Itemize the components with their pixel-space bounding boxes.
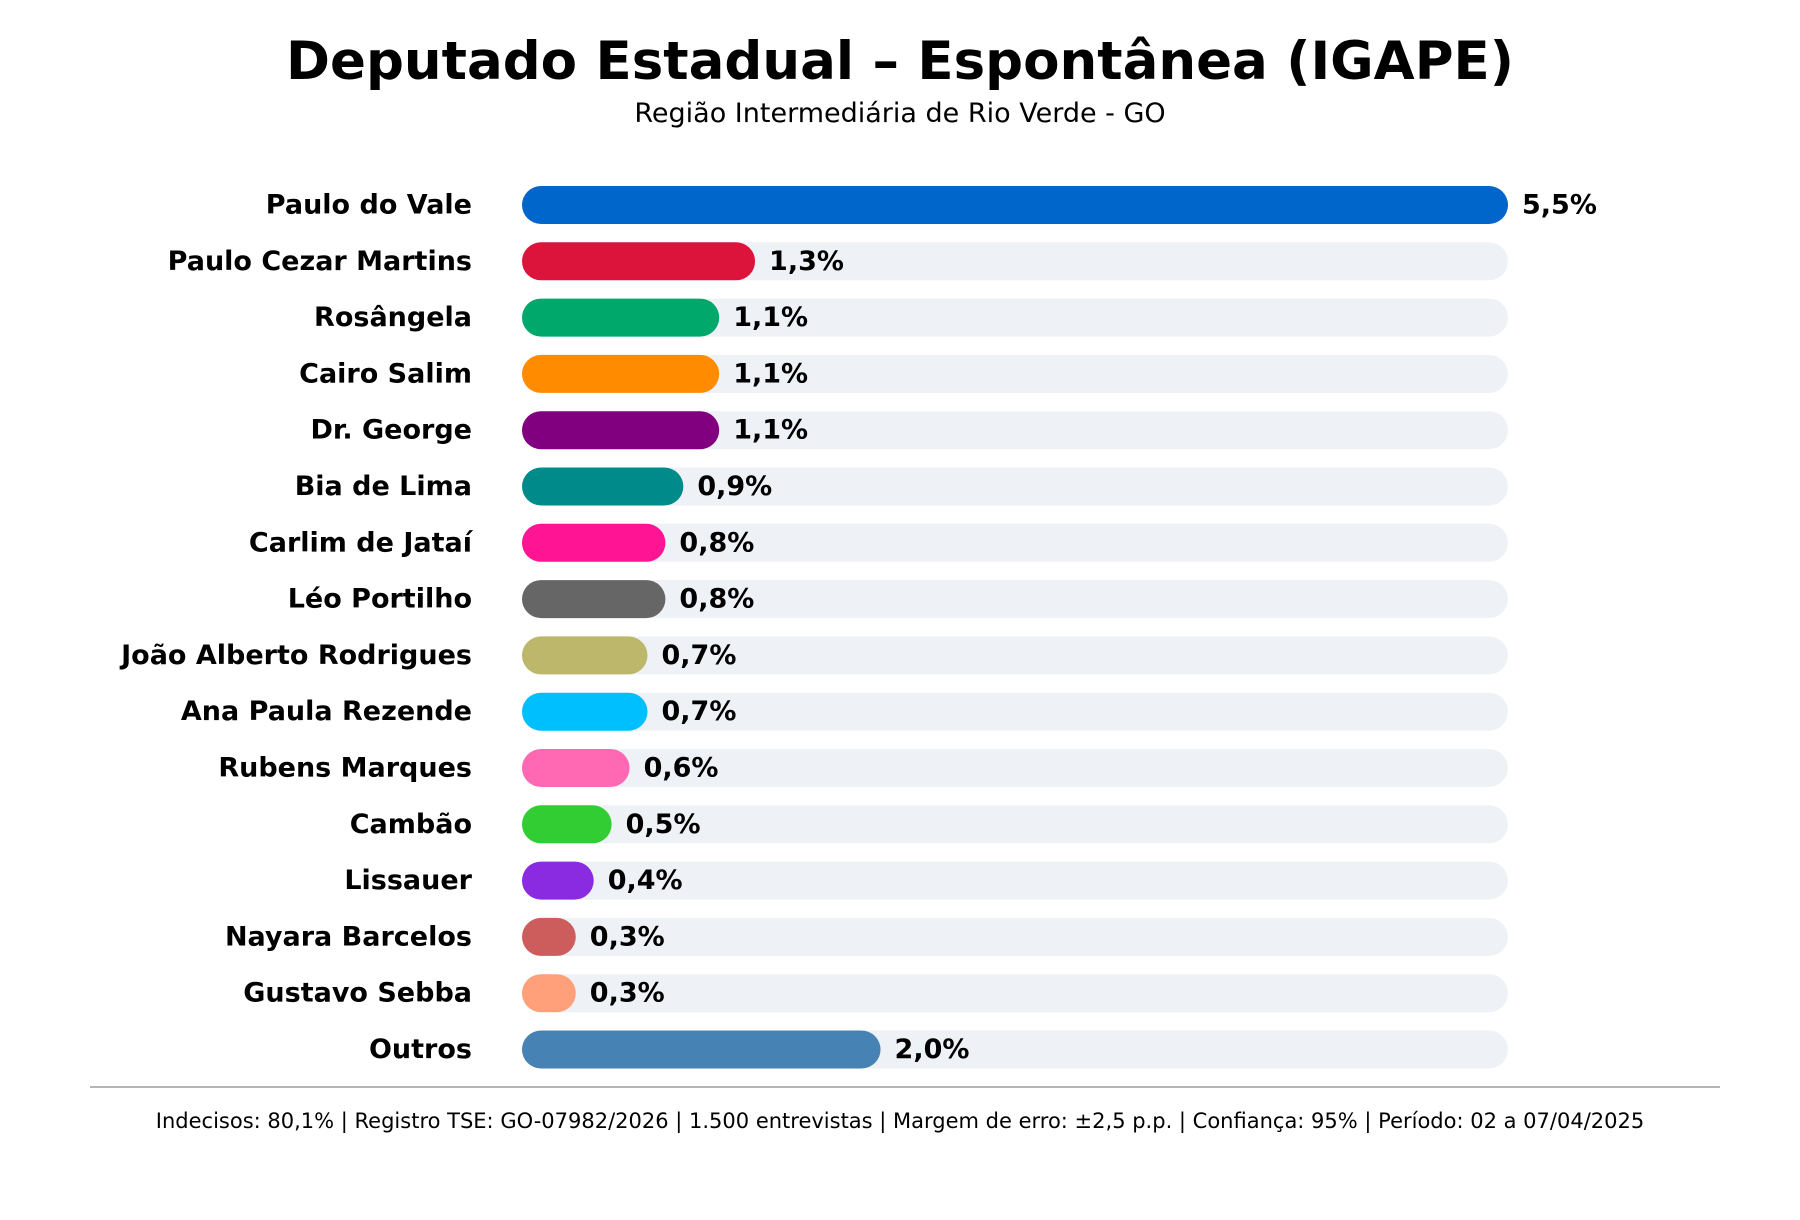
bar [522,1030,881,1069]
value-label: 0,3% [590,978,665,1009]
category-label: Rosângela [314,302,472,333]
footer-note: Indecisos: 80,1% | Registro TSE: GO-0798… [155,1109,1645,1133]
category-label: Rubens Marques [218,753,472,784]
category-label: João Alberto Rodrigues [119,640,472,671]
bar [522,411,720,450]
chart-subtitle: Região Intermediária de Rio Verde - GO [634,98,1166,129]
category-label: Lissauer [344,865,472,896]
value-label: 0,7% [661,640,736,671]
bar [522,186,1508,224]
bar-track [522,523,1508,562]
value-label: 0,9% [697,471,772,502]
bar-group: Paulo do Vale 5,5% Paulo Cezar Martins 1,3%… [119,186,1597,1069]
footer-divider [90,1086,1720,1088]
chart-title: Deputado Estadual – Espontânea (IGAPE) [286,31,1514,92]
category-label: Nayara Barcelos [225,921,472,952]
bar-track [522,242,1508,281]
bar [522,354,720,393]
category-label: Paulo do Vale [266,190,472,221]
category-label: Cambão [350,809,472,840]
bar [522,974,576,1013]
bar [522,692,648,731]
value-label: 0,7% [661,696,736,727]
bar-track [522,298,1508,337]
bar-track [522,749,1508,787]
value-label: 0,4% [608,865,683,896]
category-label: Outros [369,1034,472,1065]
category-label: Carlim de Jataí [249,527,474,558]
value-label: 1,1% [733,415,808,446]
category-label: Paulo Cezar Martins [168,246,472,277]
bar-track [522,467,1508,506]
bar [522,242,756,281]
bar [522,749,630,787]
bar-track [522,636,1508,675]
bar [522,523,666,562]
value-label: 1,1% [733,358,808,389]
bar-track [522,974,1508,1013]
value-label: 0,6% [644,753,719,784]
category-label: Léo Portilho [288,584,472,615]
value-label: 1,1% [733,302,808,333]
bar-track [522,354,1508,393]
bar-track [522,917,1508,956]
value-label: 1,3% [769,246,844,277]
bar-track [522,861,1508,900]
bar-track [522,692,1508,731]
category-label: Dr. George [310,415,472,446]
bar [522,636,648,675]
bar-track [522,580,1508,619]
category-label: Bia de Lima [295,471,472,502]
value-label: 5,5% [1522,190,1597,221]
bar-track [522,411,1508,450]
value-label: 0,8% [679,584,754,615]
value-label: 0,8% [679,527,754,558]
bar [522,917,576,956]
bar [522,861,594,900]
category-label: Ana Paula Rezende [181,696,472,727]
bar [522,580,666,619]
value-label: 0,5% [626,809,701,840]
value-label: 0,3% [590,921,665,952]
bar-track [522,805,1508,844]
category-label: Gustavo Sebba [243,978,472,1009]
bar [522,298,720,337]
bar [522,467,684,506]
bar [522,805,612,844]
value-label: 2,0% [895,1034,970,1065]
bar-chart: Paulo do Vale 5,5% Paulo Cezar Martins 1,3%… [119,186,1597,1069]
category-label: Cairo Salim [299,358,472,389]
